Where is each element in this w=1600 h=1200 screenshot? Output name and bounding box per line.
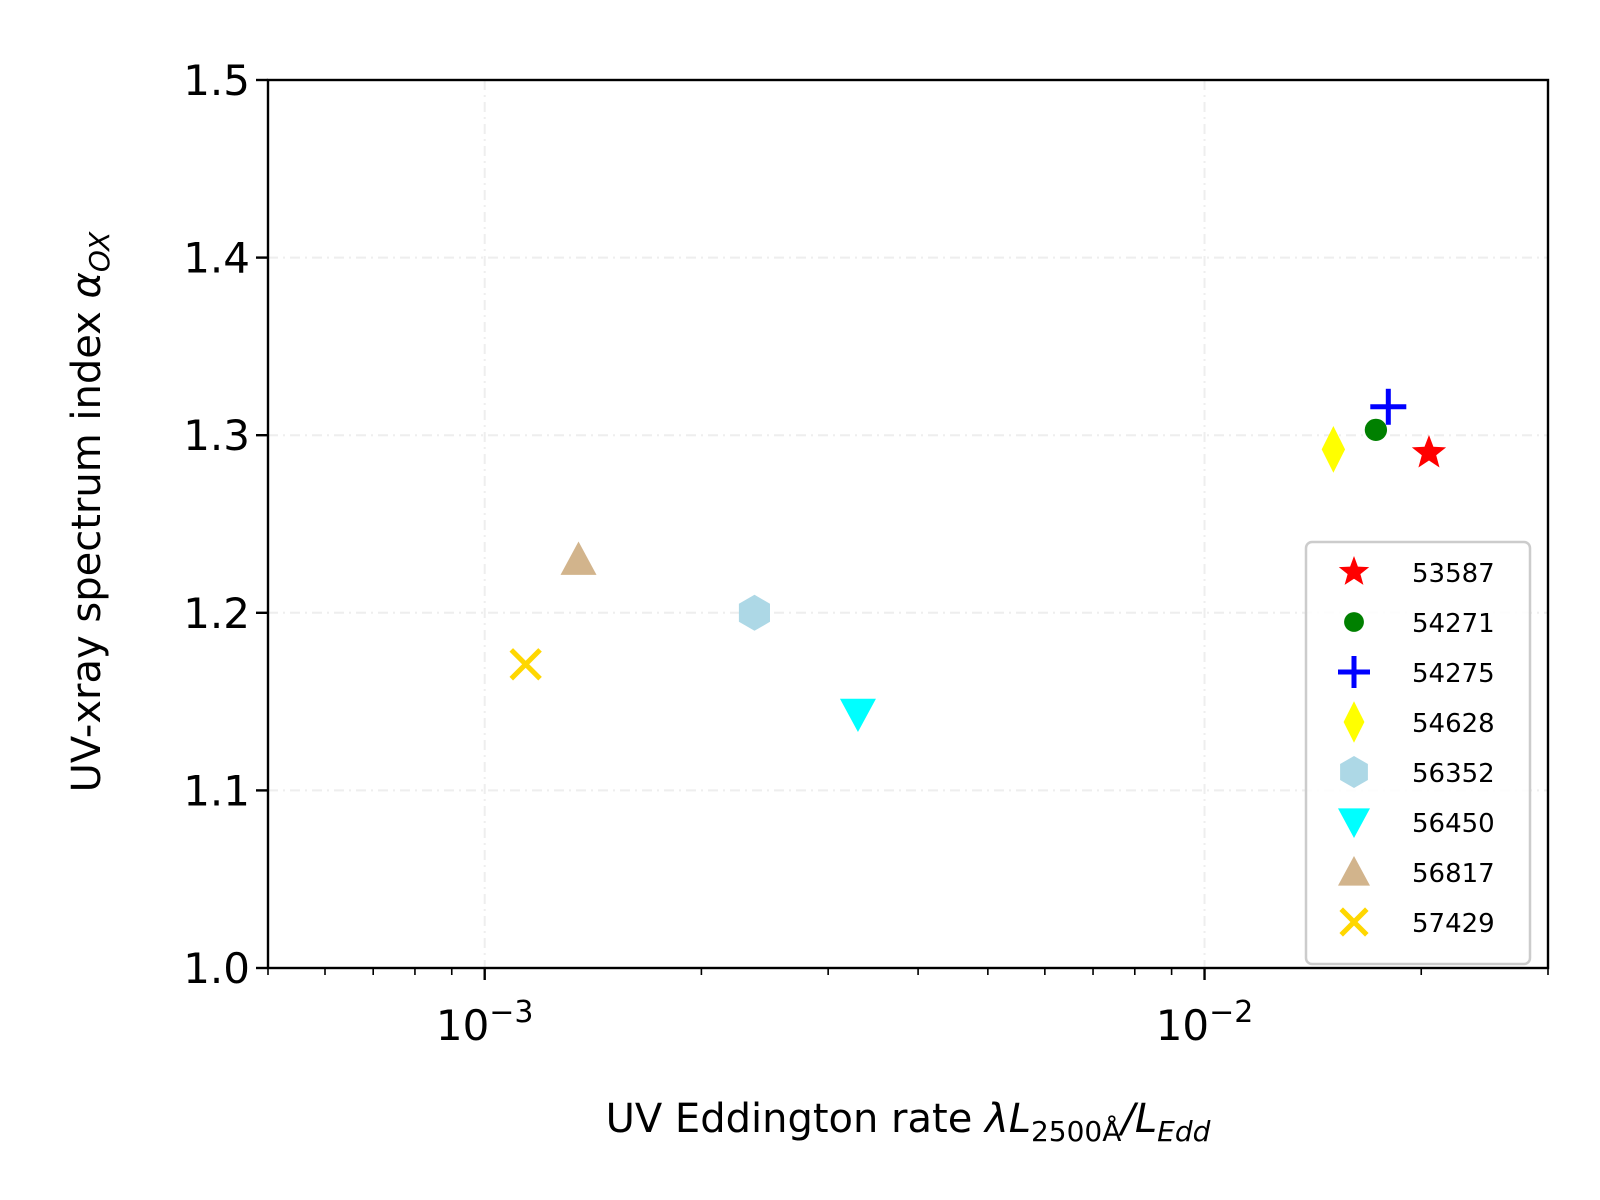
data-points bbox=[509, 388, 1447, 733]
legend-box bbox=[1304, 540, 1532, 966]
legend-marker-57429 bbox=[1339, 907, 1369, 937]
x-tick-label: 10−3 bbox=[436, 995, 534, 1050]
legend-label-57429: 57429 bbox=[1412, 909, 1495, 939]
legend: 53587 54271 54275 54628 56352 56450 56817 57429 bbox=[1304, 540, 1532, 966]
data-point-56817 bbox=[560, 541, 597, 575]
data-point-56352 bbox=[738, 594, 770, 631]
y-tick-label: 1.1 bbox=[183, 766, 250, 815]
legend-marker-54271 bbox=[1344, 612, 1364, 632]
legend-marker-54628 bbox=[1343, 701, 1365, 743]
y-tick-label: 1.3 bbox=[183, 411, 250, 460]
y-axis-label: UV-xray spectrum index αOX bbox=[64, 231, 116, 793]
legend-label-54271: 54271 bbox=[1412, 609, 1495, 639]
data-point-56450 bbox=[839, 698, 876, 733]
data-point-57429 bbox=[509, 648, 542, 681]
y-tick-label: 1.4 bbox=[183, 234, 250, 283]
x-tick-label: 10−2 bbox=[1156, 995, 1254, 1050]
legend-marker-54275 bbox=[1338, 656, 1370, 688]
legend-label-56450: 56450 bbox=[1412, 809, 1495, 839]
plot-frame bbox=[266, 78, 1550, 970]
y-tick-label: 1.5 bbox=[183, 56, 250, 105]
legend-marker-53587 bbox=[1338, 556, 1370, 585]
y-tick-label: 1.2 bbox=[183, 589, 250, 638]
data-point-54275 bbox=[1370, 388, 1407, 425]
legend-label-56352: 56352 bbox=[1412, 759, 1495, 789]
data-point-54271 bbox=[1364, 418, 1388, 442]
legend-marker-56352 bbox=[1340, 756, 1368, 788]
data-point-53587 bbox=[1411, 435, 1447, 468]
legend-marker-56817 bbox=[1338, 856, 1370, 886]
y-tick-label: 1.0 bbox=[183, 944, 250, 993]
axis-ticks: 1.0 1.1 1.2 1.3 1.4 1.5 10−3 10−2 bbox=[183, 56, 1549, 1050]
legend-marker-56450 bbox=[1338, 808, 1370, 838]
legend-label-54275: 54275 bbox=[1412, 659, 1495, 689]
legend-label-53587: 53587 bbox=[1412, 559, 1495, 589]
legend-label-54628: 54628 bbox=[1412, 709, 1495, 739]
x-axis-label: UV Eddington rate λL2500Å/LEdd bbox=[606, 1096, 1211, 1148]
data-point-54628 bbox=[1321, 426, 1346, 473]
legend-label-56817: 56817 bbox=[1412, 859, 1495, 889]
